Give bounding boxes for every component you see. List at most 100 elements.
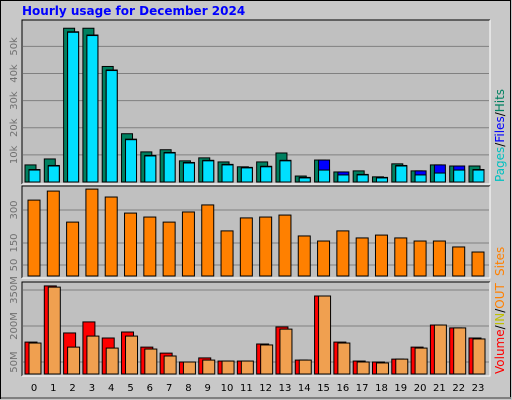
bar bbox=[432, 240, 446, 277]
bar bbox=[86, 335, 100, 375]
panel bbox=[22, 20, 490, 184]
bar bbox=[356, 174, 369, 183]
bar bbox=[201, 204, 215, 277]
y-tick-label: 20k bbox=[9, 118, 20, 137]
bar bbox=[181, 211, 195, 277]
legend-entry: Volume bbox=[493, 329, 507, 374]
x-tick-label: 6 bbox=[147, 383, 153, 394]
bar bbox=[163, 152, 176, 183]
bar bbox=[279, 160, 292, 183]
legend: Sites bbox=[493, 247, 507, 276]
bar bbox=[239, 217, 253, 277]
y-tick-label: 50k bbox=[9, 37, 20, 56]
bar bbox=[337, 342, 351, 375]
bar bbox=[144, 155, 157, 183]
x-tick-label: 23 bbox=[472, 383, 485, 394]
x-tick-label: 5 bbox=[127, 383, 133, 394]
legend-entry: / bbox=[493, 324, 507, 329]
legend-entry: / bbox=[493, 308, 507, 313]
bar bbox=[47, 286, 61, 375]
bar bbox=[202, 160, 215, 183]
bar bbox=[260, 344, 274, 375]
x-tick-label: 21 bbox=[433, 383, 446, 394]
bar bbox=[318, 295, 332, 375]
bar bbox=[143, 216, 157, 277]
x-tick-label: 9 bbox=[205, 383, 211, 394]
bar bbox=[414, 174, 427, 183]
x-tick-label: 2 bbox=[69, 383, 75, 394]
bar bbox=[86, 35, 99, 183]
bar bbox=[28, 169, 41, 183]
bar bbox=[47, 165, 60, 183]
y-tick-label: 50 bbox=[9, 259, 20, 272]
x-tick-label: 13 bbox=[279, 383, 292, 394]
legend-entry: / bbox=[493, 142, 507, 147]
panel-bevel bbox=[22, 282, 491, 377]
bar bbox=[452, 246, 466, 277]
bar bbox=[278, 214, 292, 277]
bar bbox=[413, 240, 427, 277]
y-tick-label: 40k bbox=[9, 64, 20, 83]
bar bbox=[471, 251, 485, 277]
legend-entry: Files bbox=[493, 116, 507, 142]
legend-entry: IN bbox=[493, 313, 507, 326]
bar bbox=[298, 359, 312, 375]
bar bbox=[202, 359, 216, 375]
bar bbox=[374, 234, 388, 277]
bar bbox=[318, 169, 331, 183]
x-tick-label: 8 bbox=[185, 383, 191, 394]
x-tick-label: 18 bbox=[375, 383, 388, 394]
y-tick-label: 200M bbox=[9, 312, 20, 340]
bar bbox=[85, 188, 99, 277]
x-tick-label: 19 bbox=[394, 383, 407, 394]
y-tick-label: 300 bbox=[9, 200, 20, 219]
bar bbox=[298, 177, 311, 183]
bar bbox=[46, 190, 60, 277]
bar bbox=[260, 166, 273, 183]
chart-title: Hourly usage for December 2024 bbox=[22, 4, 245, 18]
x-tick-label: 14 bbox=[298, 383, 311, 394]
bar bbox=[163, 355, 177, 375]
y-tick-label: 350M bbox=[9, 276, 20, 304]
panel-bevel bbox=[21, 281, 490, 376]
bar bbox=[240, 167, 253, 183]
x-tick-label: 22 bbox=[452, 383, 465, 394]
x-tick-label: 3 bbox=[89, 383, 95, 394]
bar bbox=[336, 230, 350, 277]
x-tick-label: 10 bbox=[221, 383, 234, 394]
x-tick-label: 17 bbox=[356, 383, 369, 394]
bar bbox=[453, 327, 467, 375]
bar bbox=[395, 358, 409, 375]
bar bbox=[472, 338, 486, 375]
bar bbox=[105, 347, 119, 375]
bar bbox=[144, 348, 158, 375]
x-tick-label: 4 bbox=[108, 383, 114, 394]
panel-bevel bbox=[21, 185, 490, 278]
bar bbox=[220, 230, 234, 277]
x-tick-label: 16 bbox=[337, 383, 350, 394]
legend-entry: Pages bbox=[493, 147, 507, 182]
x-tick-label: 11 bbox=[240, 383, 253, 394]
panel-bevel bbox=[22, 20, 491, 185]
legend-entry: Sites bbox=[493, 247, 507, 276]
legend-entry: / bbox=[493, 111, 507, 116]
x-tick-label: 0 bbox=[31, 383, 37, 394]
y-tick-label: 10k bbox=[9, 145, 20, 164]
legend-entry: OUT bbox=[493, 283, 507, 309]
bar bbox=[182, 162, 195, 183]
panel-bevel bbox=[22, 186, 491, 279]
bar bbox=[66, 221, 80, 277]
bar bbox=[221, 164, 234, 183]
bar bbox=[162, 221, 176, 277]
y-tick-label: 30k bbox=[9, 91, 20, 110]
bar bbox=[124, 212, 138, 277]
bar bbox=[67, 346, 81, 375]
bar bbox=[105, 70, 118, 183]
bar bbox=[28, 342, 42, 375]
bar bbox=[375, 362, 389, 375]
bar bbox=[355, 237, 369, 277]
bar bbox=[433, 172, 446, 183]
bar bbox=[240, 360, 254, 375]
bar bbox=[395, 165, 408, 183]
